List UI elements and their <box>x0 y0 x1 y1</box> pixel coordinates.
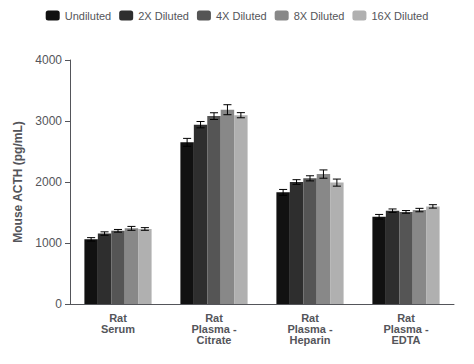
svg-text:3000: 3000 <box>35 114 62 128</box>
svg-text:Mouse ACTH (pg/mL): Mouse ACTH (pg/mL) <box>11 121 25 243</box>
svg-text:4X Diluted: 4X Diluted <box>216 10 267 22</box>
svg-text:4000: 4000 <box>35 53 62 67</box>
svg-text:8X Diluted: 8X Diluted <box>294 10 345 22</box>
svg-text:Serum: Serum <box>101 323 135 335</box>
svg-text:Plasma -: Plasma - <box>191 322 237 335</box>
svg-text:EDTA: EDTA <box>391 334 420 346</box>
svg-text:Plasma -: Plasma - <box>287 322 333 335</box>
svg-text:0: 0 <box>55 297 62 311</box>
svg-text:Rat: Rat <box>205 311 223 324</box>
svg-text:16X Diluted: 16X Diluted <box>371 10 428 22</box>
svg-text:2X Diluted: 2X Diluted <box>138 10 189 22</box>
svg-text:Rat: Rat <box>109 311 127 324</box>
svg-text:Rat: Rat <box>301 311 319 324</box>
svg-text:Rat: Rat <box>397 311 415 324</box>
svg-text:2000: 2000 <box>35 175 62 189</box>
svg-text:Citrate: Citrate <box>197 334 232 346</box>
svg-text:Plasma -: Plasma - <box>383 322 429 335</box>
svg-text:Heparin: Heparin <box>290 334 331 346</box>
svg-text:1000: 1000 <box>35 236 62 250</box>
svg-text:Undiluted: Undiluted <box>65 10 111 22</box>
